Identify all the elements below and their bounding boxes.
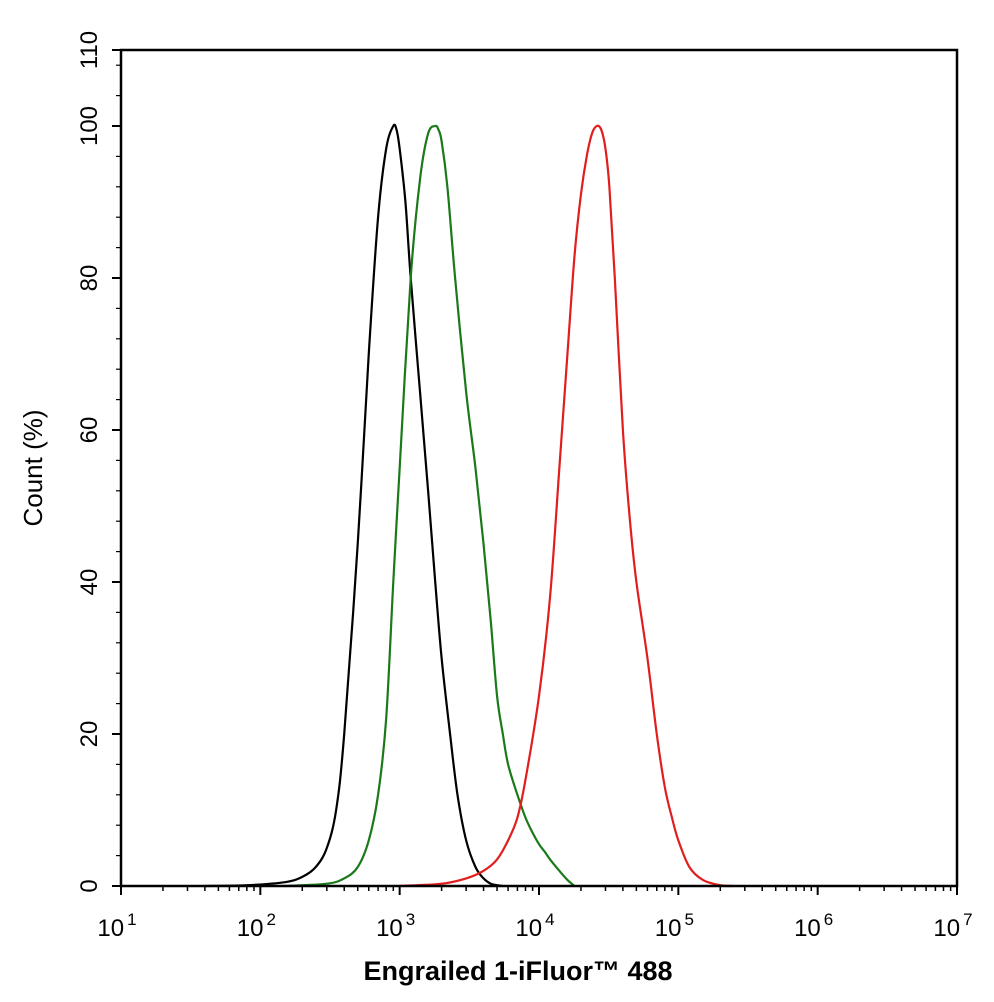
axis-ticks [112, 49, 958, 895]
x-tick-label: 10 3 [376, 910, 415, 942]
series-layer [204, 123, 734, 888]
y-tick-label: 100 [76, 106, 103, 146]
y-tick-label: 40 [76, 569, 103, 596]
y-tick-label: 80 [76, 265, 103, 292]
series-line-3 [399, 124, 734, 888]
y-tick-label: 60 [76, 417, 103, 444]
y-axis-title: Count (%) [18, 409, 48, 526]
series-line-1 [204, 123, 503, 888]
x-tick-label: 10 1 [97, 910, 136, 942]
y-tick-label: 20 [76, 721, 103, 748]
x-tick-label: 10 6 [794, 910, 833, 942]
x-tick-label: 10 2 [237, 910, 276, 942]
x-tick-label: 10 5 [655, 910, 694, 942]
plot-frame [119, 48, 959, 888]
x-tick-label: 10 4 [515, 910, 554, 942]
series-line-2 [284, 124, 576, 888]
x-tick-label: 10 7 [933, 910, 972, 942]
x-axis-title: Engrailed 1-iFluor™ 488 [363, 956, 672, 986]
y-tick-label: 110 [76, 31, 103, 69]
y-tick-label: 0 [76, 879, 103, 892]
tick-labels: 10 1 10 2 10 3 10 4 10 5 10 6 10 7 0 20 40 60 80 100 110 [76, 31, 973, 942]
